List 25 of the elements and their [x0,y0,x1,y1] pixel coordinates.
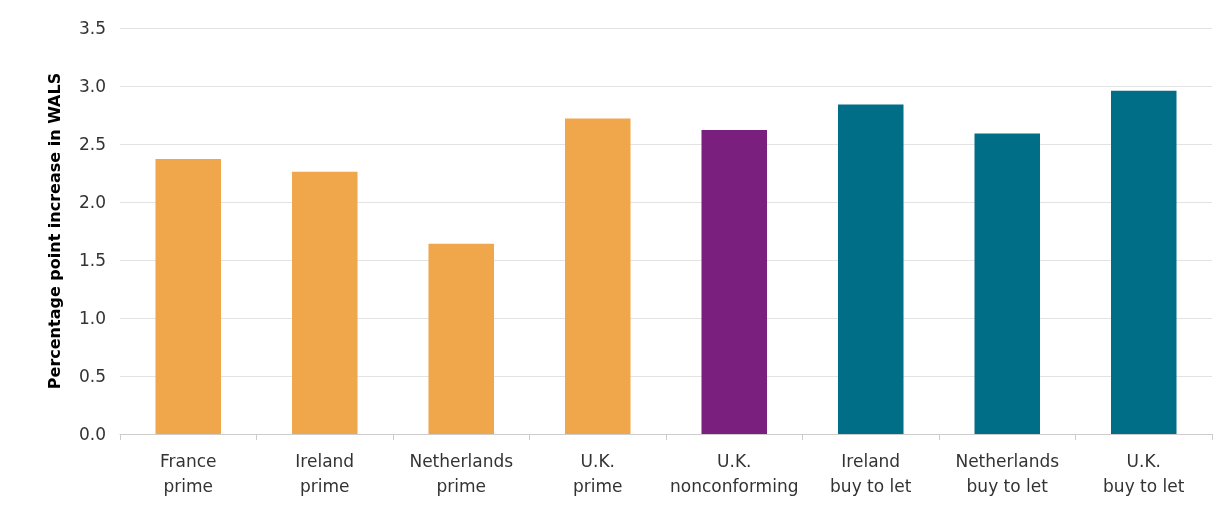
x-tick-label: U.K. nonconforming [670,450,799,496]
y-tick-label: 3.0 [78,76,106,96]
x-tick-label: Netherlands buy to let [955,450,1060,496]
bar [837,104,904,434]
bar [974,133,1041,434]
bar [291,171,358,434]
y-tick-label: 1.5 [78,250,106,270]
x-tick-label: Ireland buy to let [830,450,912,496]
x-tick-label: Ireland prime [295,450,355,496]
bar [1110,90,1177,434]
y-tick-label: 0.0 [78,424,106,444]
bar [701,130,768,434]
y-axis-title: Percentage point increase in WALS [44,72,64,390]
bar [428,243,495,434]
x-tick-label: U.K. prime [572,450,623,496]
x-tick-label: Netherlands prime [409,450,514,496]
bar [155,159,222,434]
y-tick-label: 3.5 [78,18,106,38]
y-tick-label: 2.0 [78,192,106,212]
x-tick-label: U.K. buy to let [1103,450,1185,496]
bar [564,118,631,434]
y-tick-label: 2.5 [78,134,106,154]
x-tick-label: France prime [159,450,217,496]
y-tick-label: 0.5 [78,366,106,386]
y-tick-label: 1.0 [78,308,106,328]
